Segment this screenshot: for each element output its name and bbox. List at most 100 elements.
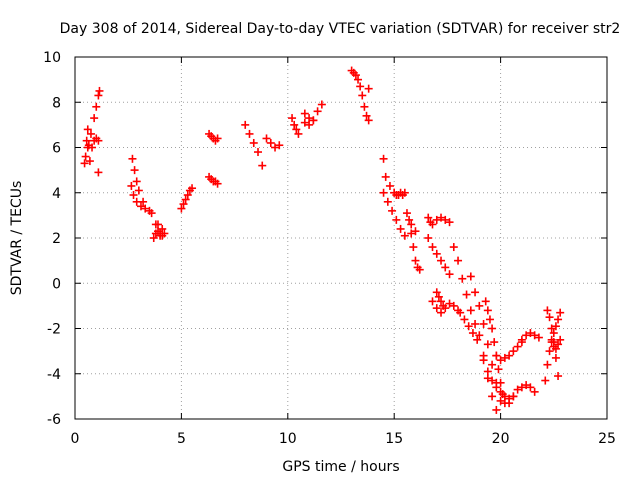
data-points [80,66,565,414]
data-point [439,301,448,310]
series-arc-f3 [405,215,424,274]
y-tick-label: 0 [52,276,61,292]
data-point [437,256,446,265]
data-point [551,353,560,362]
data-point [88,143,97,152]
series-arc-b3 [149,224,169,242]
data-point [360,102,369,111]
plot-frame [74,56,608,420]
data-point [83,125,92,134]
data-point [460,315,469,324]
data-point [149,234,158,242]
series-arc-f4 [390,188,409,200]
data-point [483,367,492,376]
data-point [475,331,484,340]
data-point [127,181,136,190]
data-point [177,204,186,213]
data-point [554,372,563,381]
data-point [492,405,501,414]
y-tick-label: 4 [52,186,61,202]
data-point [313,107,322,116]
data-point [445,299,454,308]
data-point [488,392,497,401]
data-point [309,116,318,125]
y-tick-label: 6 [52,141,61,157]
data-point [258,161,267,170]
data-point [415,265,424,274]
data-point [434,292,443,301]
data-point [266,138,275,147]
data-point [411,256,420,265]
series-arc-j1 [517,329,543,344]
data-point [500,392,509,401]
series-arc-d2 [262,134,284,152]
data-point [479,356,488,365]
data-point [468,329,477,338]
data-point [134,186,143,195]
data-point [488,360,497,369]
series-arc-j4 [547,335,565,353]
data-point [364,84,373,93]
data-point [483,374,492,383]
data-point [473,335,482,344]
data-point [317,100,326,109]
data-point [305,120,314,129]
data-point [458,274,467,283]
data-point [428,297,437,306]
data-point [156,231,165,240]
data-point [554,315,563,324]
data-point [556,308,565,317]
data-point [405,215,414,224]
x-tick-label: 25 [598,431,616,447]
series-arc-g3 [428,297,463,317]
data-point [492,383,501,392]
data-point [358,91,367,100]
series-arc-a4 [94,168,103,177]
y-tick-label: -4 [47,367,61,383]
data-point [292,125,301,134]
data-point [249,138,258,147]
data-point [409,243,418,252]
data-point [95,86,104,95]
data-point [354,75,363,84]
data-point [392,215,401,224]
data-point [496,396,505,405]
data-point [526,383,535,392]
data-point [153,220,162,229]
series-arc-i1 [481,297,509,408]
data-point [471,319,480,328]
data-point [483,340,492,349]
data-point [549,329,558,338]
data-point [428,220,437,229]
series-arc-a1 [80,86,104,168]
data-point [130,166,139,175]
series-arc-h1 [449,243,501,414]
data-point [481,297,490,306]
data-point [488,376,497,385]
series-arc-d3 [288,114,303,138]
y-tick-label: -2 [47,322,61,338]
x-tick-label: 20 [492,431,510,447]
data-point [262,134,271,143]
data-point [556,335,565,344]
data-point [294,129,303,138]
data-point [509,347,518,356]
series-arc-j3 [543,306,563,381]
data-point [188,184,197,193]
data-point [545,313,554,322]
data-point [90,114,99,123]
data-point [80,159,89,168]
grid-lines [75,57,607,419]
data-point [364,116,373,125]
data-point [141,204,150,213]
data-point [300,118,309,127]
series-arc-i4 [505,381,539,408]
data-point [424,234,433,242]
data-point [271,143,280,152]
x-axis-label: GPS time / hours [282,459,399,475]
data-point [129,191,138,200]
data-point [505,351,514,360]
data-point [449,243,458,252]
data-point [437,308,446,317]
